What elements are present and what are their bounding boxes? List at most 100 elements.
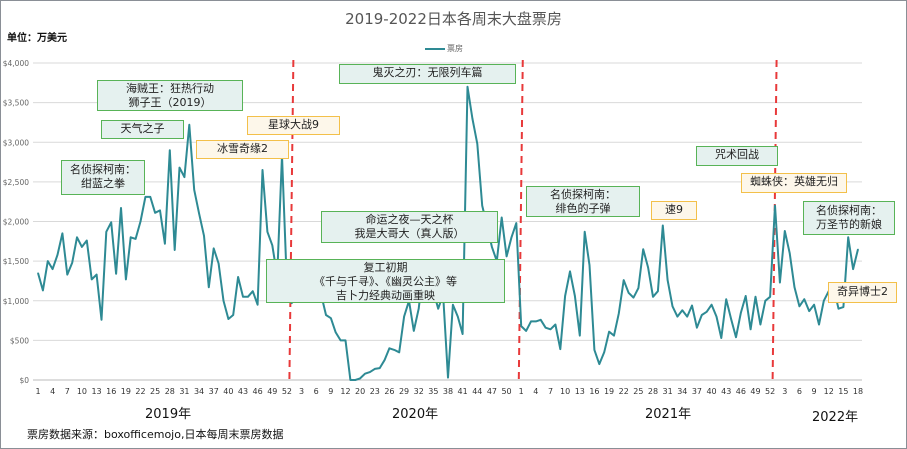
x-tick-label: 26: [384, 387, 394, 396]
data-point: [115, 273, 117, 275]
x-tick-label: 10: [77, 387, 87, 396]
data-point: [618, 312, 620, 315]
x-tick-label: 43: [238, 387, 248, 396]
x-tick-label: 4: [50, 387, 55, 396]
x-tick-label: 28: [165, 387, 175, 396]
x-tick-label: 31: [179, 387, 189, 396]
data-point: [725, 298, 727, 300]
data-point: [515, 222, 517, 224]
data-point: [549, 328, 552, 330]
annotation-star-wars-9: 星球大战9: [247, 116, 340, 135]
data-point: [164, 243, 166, 245]
year-divider-line: [517, 59, 524, 383]
data-point: [740, 312, 742, 314]
annotation-text: 吉卜力经典动画重映: [336, 289, 435, 302]
data-point: [81, 246, 83, 248]
x-tick-label: 9: [812, 387, 817, 396]
x-tick-label: 41: [458, 387, 468, 396]
annotation-text: 星球大战9: [268, 118, 319, 131]
data-point: [764, 300, 766, 302]
data-point: [803, 298, 805, 300]
data-point: [56, 254, 59, 256]
x-tick-label: 1: [35, 387, 40, 396]
data-point: [213, 247, 215, 250]
data-point: [437, 308, 439, 310]
data-point: [808, 310, 810, 312]
annotation-one-piece-lion-king: 海贼王：狂热行动 狮子王（2019）: [97, 80, 243, 111]
x-tick-label: 3: [782, 387, 787, 396]
data-point: [686, 316, 688, 318]
data-point: [66, 273, 68, 276]
data-point: [447, 377, 449, 379]
y-tick-label: $3,500: [3, 99, 29, 108]
data-point: [42, 289, 44, 292]
data-point: [471, 117, 474, 120]
data-point: [149, 196, 151, 198]
data-point: [261, 169, 264, 171]
x-tick-label: 43: [721, 387, 731, 396]
data-point: [759, 323, 761, 326]
x-tick-label: 40: [223, 387, 233, 396]
legend: 票房: [425, 43, 463, 54]
x-tick-label: 40: [706, 387, 716, 396]
data-point: [359, 377, 361, 380]
data-point: [135, 238, 137, 240]
data-point: [266, 231, 269, 233]
annotation-demon-slayer: 鬼灭之刃：无限列车篇: [339, 64, 516, 84]
x-tick-label: 34: [194, 387, 204, 396]
data-point: [120, 207, 122, 209]
x-tick-label: 46: [736, 387, 746, 396]
annotation-text: 名侦探柯南：: [70, 163, 136, 176]
unit-label: 单位：万美元: [7, 33, 67, 44]
data-point: [852, 268, 854, 270]
data-point: [505, 255, 508, 257]
data-point: [374, 368, 376, 370]
annotation-spider-man: 蜘蛛侠：英雄无归: [741, 173, 847, 193]
x-tick-label: 25: [633, 387, 643, 396]
data-point: [95, 273, 98, 276]
data-point: [735, 336, 737, 338]
x-tick-label: 9: [328, 387, 333, 396]
data-point: [364, 373, 366, 375]
x-tick-label: 12: [340, 387, 350, 396]
x-tick-label: 50: [501, 387, 511, 396]
data-point: [564, 295, 566, 297]
data-point: [710, 304, 713, 306]
annotation-fate-heavens-feel: 命运之夜—天之杯 我是大哥大（真人版）: [321, 211, 498, 243]
x-tick-label: 13: [91, 387, 101, 396]
annotation-text: 冰雪奇缘2: [217, 142, 268, 155]
annotation-text: 绯色的子弹: [555, 202, 611, 215]
x-tick-label: 37: [692, 387, 702, 396]
data-point: [798, 305, 801, 307]
data-point: [535, 320, 537, 322]
data-point: [818, 323, 820, 326]
x-tick-label: 20: [355, 387, 365, 396]
annotation-text: 万圣节的新娘: [816, 218, 882, 231]
annotation-conan-halloween-bride: 名侦探柯南： 万圣节的新娘: [803, 201, 895, 235]
x-tick-label: 31: [663, 387, 673, 396]
x-tick-label: 10: [560, 387, 570, 396]
y-tick-label: $3,000: [3, 138, 29, 147]
x-tick-label: 34: [677, 387, 687, 396]
data-point: [325, 314, 327, 316]
data-point: [730, 318, 732, 320]
data-point: [144, 196, 146, 198]
data-point: [183, 176, 186, 178]
data-point: [105, 231, 107, 233]
data-point: [462, 333, 464, 335]
y-tick-label: $4,000: [3, 59, 29, 68]
x-tick-label: 6: [797, 387, 802, 396]
data-point: [344, 339, 347, 341]
data-point: [169, 149, 171, 151]
data-point: [76, 236, 78, 238]
annotation-text: 名侦探柯南：: [816, 204, 882, 217]
data-point: [745, 295, 747, 297]
data-point: [100, 319, 103, 321]
data-point: [174, 249, 176, 251]
annotation-text: 复工初期: [363, 261, 408, 274]
data-point: [847, 236, 849, 238]
data-point: [520, 325, 522, 327]
x-tick-label: 25: [150, 387, 160, 396]
data-source-note: 票房数据来源：boxofficemojo,日本每周末票房数据: [27, 428, 284, 441]
data-point: [154, 212, 156, 214]
